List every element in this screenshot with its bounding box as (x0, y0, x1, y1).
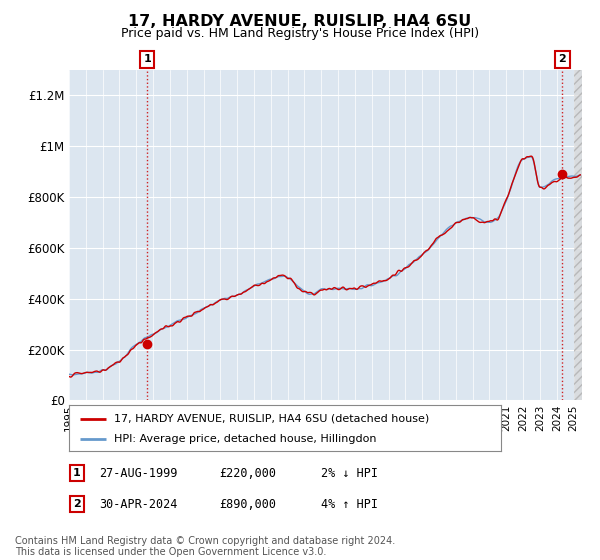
Text: 2: 2 (559, 54, 566, 64)
Text: 17, HARDY AVENUE, RUISLIP, HA4 6SU: 17, HARDY AVENUE, RUISLIP, HA4 6SU (128, 14, 472, 29)
Bar (574, 70, 590, 400)
Text: 1: 1 (73, 468, 80, 478)
Text: 27-AUG-1999: 27-AUG-1999 (99, 466, 178, 480)
Text: 1: 1 (143, 54, 151, 64)
Text: 30-APR-2024: 30-APR-2024 (99, 497, 178, 511)
Text: 17, HARDY AVENUE, RUISLIP, HA4 6SU (detached house): 17, HARDY AVENUE, RUISLIP, HA4 6SU (deta… (115, 414, 430, 424)
Bar (574, 70, 590, 400)
Text: £220,000: £220,000 (219, 466, 276, 480)
Text: 2% ↓ HPI: 2% ↓ HPI (321, 466, 378, 480)
Text: £890,000: £890,000 (219, 497, 276, 511)
Text: 2: 2 (73, 499, 80, 509)
Text: 4% ↑ HPI: 4% ↑ HPI (321, 497, 378, 511)
Text: Contains HM Land Registry data © Crown copyright and database right 2024.
This d: Contains HM Land Registry data © Crown c… (15, 535, 395, 557)
Text: Price paid vs. HM Land Registry's House Price Index (HPI): Price paid vs. HM Land Registry's House … (121, 27, 479, 40)
Text: HPI: Average price, detached house, Hillingdon: HPI: Average price, detached house, Hill… (115, 435, 377, 444)
